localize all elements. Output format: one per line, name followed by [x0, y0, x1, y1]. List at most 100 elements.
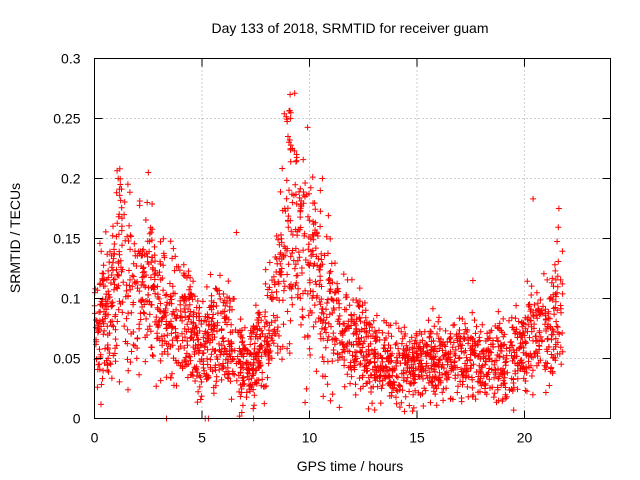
- data-point: [369, 400, 376, 407]
- data-point: [284, 308, 291, 315]
- data-point: [339, 349, 346, 356]
- data-point: [372, 363, 379, 370]
- data-point: [147, 328, 154, 335]
- data-point: [391, 379, 397, 386]
- data-point: [239, 402, 246, 409]
- data-point: [325, 277, 332, 283]
- data-point: [251, 402, 258, 409]
- data-point: [292, 181, 299, 188]
- data-point: [300, 189, 307, 195]
- data-point: [157, 308, 164, 315]
- data-point: [94, 329, 101, 336]
- data-point: [164, 332, 171, 339]
- data-point: [335, 297, 342, 304]
- data-point: [500, 315, 507, 322]
- data-point: [196, 328, 203, 334]
- data-point: [196, 304, 203, 311]
- data-point: [149, 254, 156, 261]
- data-point: [277, 271, 284, 278]
- data-point: [119, 242, 125, 249]
- data-point: [317, 223, 324, 230]
- data-point: [270, 273, 277, 280]
- data-point: [306, 190, 312, 197]
- data-point: [92, 285, 99, 292]
- data-point: [523, 388, 530, 395]
- data-point: [276, 332, 282, 339]
- data-point: [302, 193, 308, 200]
- data-point: [534, 300, 541, 307]
- y-tick-label: 0.25: [53, 111, 80, 127]
- data-point: [255, 314, 262, 321]
- data-point: [146, 230, 153, 237]
- data-point: [379, 329, 386, 336]
- data-point: [377, 372, 384, 379]
- data-point: [274, 314, 281, 321]
- data-point: [416, 360, 423, 367]
- data-point: [115, 231, 122, 238]
- data-point: [455, 383, 461, 390]
- data-point: [132, 280, 139, 287]
- data-point: [176, 267, 183, 274]
- data-point: [299, 306, 306, 313]
- data-point: [151, 271, 158, 278]
- data-point: [263, 319, 270, 326]
- data-point: [300, 200, 307, 207]
- data-point: [216, 340, 222, 347]
- data-point: [330, 330, 337, 337]
- data-point: [463, 366, 470, 373]
- data-point: [514, 331, 521, 338]
- data-point: [115, 258, 122, 265]
- data-point: [127, 276, 133, 283]
- data-point: [132, 252, 139, 259]
- data-point: [268, 296, 275, 302]
- data-point: [256, 309, 263, 316]
- data-point: [105, 346, 112, 353]
- data-point: [355, 303, 362, 309]
- data-point: [310, 323, 317, 330]
- data-point: [509, 357, 516, 364]
- data-point: [288, 285, 295, 292]
- x-tick-label: 5: [198, 430, 206, 446]
- data-point: [554, 283, 561, 290]
- data-point: [306, 345, 313, 352]
- data-point: [294, 272, 301, 279]
- data-point: [495, 324, 502, 331]
- data-point: [321, 326, 328, 333]
- data-point: [99, 316, 106, 323]
- data-point: [418, 372, 425, 379]
- data-point: [109, 299, 116, 306]
- data-point: [300, 156, 307, 163]
- data-point: [444, 357, 451, 363]
- data-point: [329, 391, 336, 398]
- data-point: [141, 251, 148, 258]
- data-points: [91, 90, 566, 422]
- data-point: [533, 333, 539, 340]
- data-point: [307, 260, 314, 267]
- data-point: [459, 316, 466, 322]
- data-point: [288, 294, 295, 301]
- data-point: [349, 316, 356, 323]
- data-point: [359, 374, 366, 381]
- data-point: [348, 311, 355, 318]
- data-point: [185, 306, 192, 312]
- data-point: [296, 254, 303, 261]
- data-point: [517, 357, 524, 364]
- data-point: [222, 302, 229, 309]
- data-point: [431, 348, 437, 354]
- data-point: [524, 328, 531, 335]
- data-point: [347, 380, 354, 387]
- data-point: [501, 380, 508, 387]
- data-point: [385, 355, 392, 362]
- data-point: [209, 346, 216, 353]
- data-point: [322, 344, 329, 351]
- data-point: [140, 264, 147, 271]
- data-point: [426, 333, 433, 340]
- data-point: [317, 330, 324, 337]
- data-point: [216, 346, 223, 353]
- data-point: [266, 330, 273, 337]
- data-point: [428, 379, 435, 386]
- data-point: [386, 393, 393, 399]
- data-point: [396, 382, 403, 389]
- data-point: [174, 337, 181, 344]
- data-point: [547, 368, 554, 375]
